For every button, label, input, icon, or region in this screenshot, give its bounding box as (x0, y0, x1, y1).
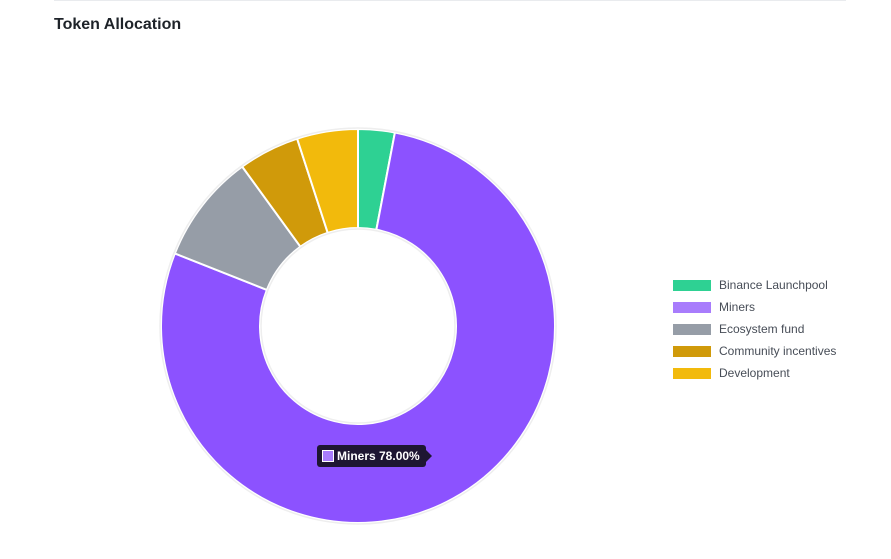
pie-slice-miners[interactable] (160, 131, 556, 524)
donut-inner-ring (260, 228, 456, 424)
legend-item-development[interactable]: Development (673, 362, 836, 384)
legend-label: Community incentives (719, 344, 837, 358)
legend-label: Ecosystem fund (719, 322, 805, 336)
chart-tooltip: Miners 78.00% (317, 445, 432, 467)
legend-item-ecosystem-fund[interactable]: Ecosystem fund (673, 318, 836, 340)
donut-outer-ring (159, 127, 557, 525)
legend-swatch (673, 345, 711, 357)
legend-item-binance-launchpool[interactable]: Binance Launchpool (673, 274, 836, 296)
legend-swatch (673, 301, 711, 313)
legend-label: Development (719, 366, 790, 380)
legend-swatch (673, 279, 711, 291)
legend-item-community-incentives[interactable]: Community incentives (673, 340, 836, 362)
tooltip-label: Miners 78.00% (337, 449, 420, 463)
legend-swatch (673, 367, 711, 379)
chart-legend: Binance Launchpool Miners Ecosystem fund Co… (673, 274, 836, 384)
legend-item-miners[interactable]: Miners (673, 296, 836, 318)
legend-label: Binance Launchpool (719, 278, 828, 292)
chart-title: Token Allocation (54, 16, 182, 33)
legend-label: Miners (719, 300, 756, 314)
top-divider (54, 0, 846, 1)
tooltip-swatch (322, 450, 334, 462)
legend-swatch (673, 323, 711, 335)
pie-slice-development[interactable] (296, 128, 359, 234)
